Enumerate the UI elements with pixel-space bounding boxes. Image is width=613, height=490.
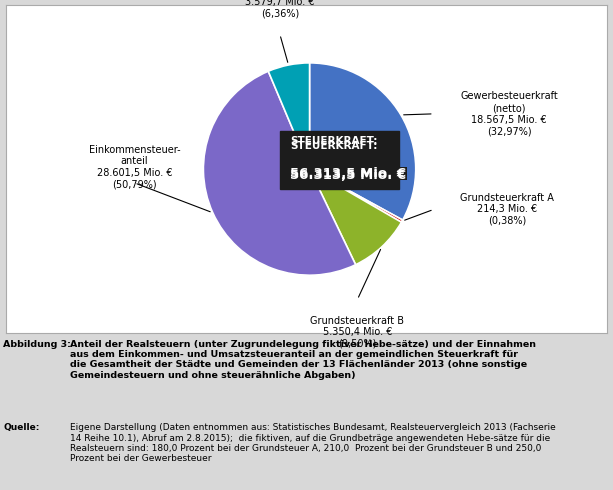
Wedge shape — [310, 169, 402, 265]
Text: STEUERKRAFT:: STEUERKRAFT: — [291, 136, 378, 146]
Wedge shape — [204, 71, 356, 275]
Text: Grundsteuerkraft B
5.350,4 Mio. €
(9,50%): Grundsteuerkraft B 5.350,4 Mio. € (9,50%… — [310, 316, 405, 349]
Text: STEUERKRAFT:: STEUERKRAFT: — [291, 141, 378, 151]
Text: Quelle:: Quelle: — [3, 423, 39, 432]
Text: Umsatzsteueranteil
3.579,7 Mio. €
(6,36%): Umsatzsteueranteil 3.579,7 Mio. € (6,36%… — [232, 0, 327, 18]
Text: Eigene Darstellung (Daten entnommen aus: Statistisches Bundesamt, Realsteuerverg: Eigene Darstellung (Daten entnommen aus:… — [70, 423, 556, 464]
Text: 56.313,5 Mio. €: 56.313,5 Mio. € — [291, 169, 406, 182]
Wedge shape — [310, 63, 416, 220]
FancyBboxPatch shape — [280, 131, 398, 189]
Wedge shape — [268, 63, 310, 169]
Text: Abbildung 3:: Abbildung 3: — [3, 340, 71, 348]
Text: 56.313,5 Mio. €: 56.313,5 Mio. € — [291, 167, 406, 180]
Wedge shape — [310, 169, 403, 222]
Text: Anteil der Realsteuern (unter Zugrundelegung fiktiver Hebe­sätze) und der Einnah: Anteil der Realsteuern (unter Zugrundele… — [70, 340, 536, 380]
Text: Gewerbesteuerkraft
(netto)
18.567,5 Mio. €
(32,97%): Gewerbesteuerkraft (netto) 18.567,5 Mio.… — [460, 92, 558, 136]
Text: Einkommensteuer-
anteil
28.601,5 Mio. €
(50,79%): Einkommensteuer- anteil 28.601,5 Mio. € … — [88, 145, 180, 189]
Text: Grundsteuerkraft A
214,3 Mio. €
(0,38%): Grundsteuerkraft A 214,3 Mio. € (0,38%) — [460, 193, 554, 226]
